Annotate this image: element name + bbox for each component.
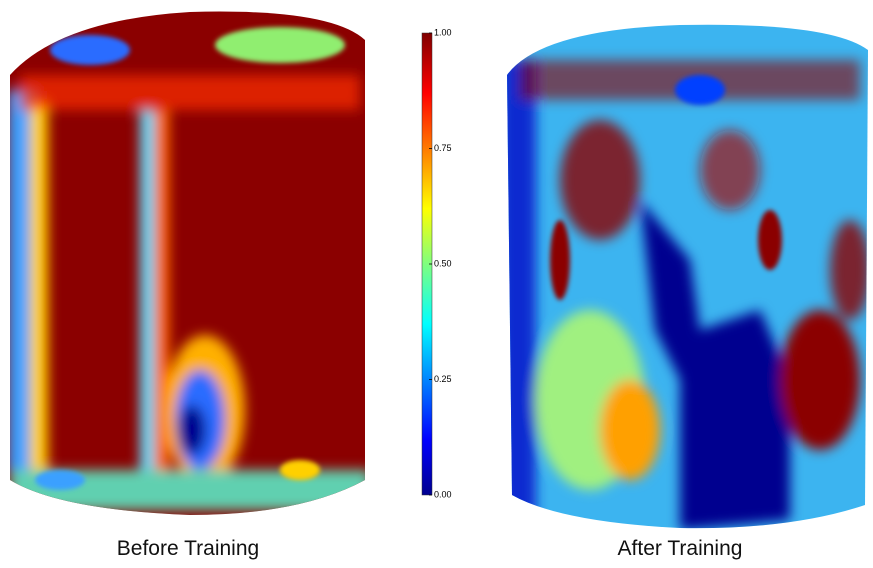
colorbar-ticks: 0.00 0.25 0.50 0.75 1.00 <box>429 27 452 499</box>
before-surface <box>0 0 380 530</box>
colorbar-tick-label: 0.75 <box>434 143 452 153</box>
colorbar-tick-label: 1.00 <box>434 27 452 37</box>
panel-label: Before Training <box>117 537 259 560</box>
after-surface <box>500 0 873 540</box>
colorbar-tick-label: 0.00 <box>434 489 452 499</box>
colorbar-tick-label: 0.25 <box>434 374 452 384</box>
colorbar-tick-label: 0.50 <box>434 258 452 268</box>
figure: 0.00 0.25 0.50 0.75 1.00 Before Training Aft… <box>0 0 873 568</box>
panel-label: After Training <box>618 537 743 560</box>
